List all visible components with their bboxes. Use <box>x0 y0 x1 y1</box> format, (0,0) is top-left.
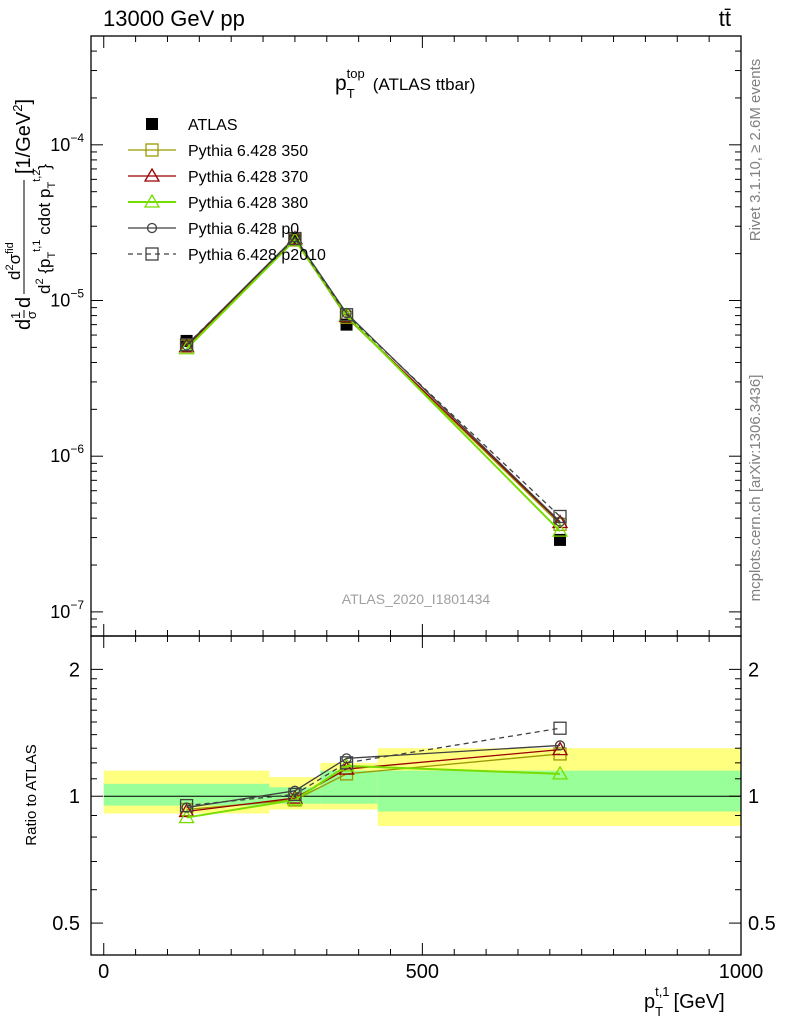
rivet-version-label: Rivet 3.1.10, ≥ 2.6M events <box>747 59 764 242</box>
ratio-y-tick-label-right: 0.5 <box>748 913 776 935</box>
legend-marker <box>145 247 159 261</box>
data-point <box>551 765 569 780</box>
series-line <box>186 237 561 517</box>
ratio-y-tick-label: 1 <box>69 786 80 808</box>
series-line <box>186 727 561 807</box>
data-point <box>554 740 566 751</box>
svg-text:d2σfid: d2σfid <box>4 242 24 280</box>
ratio-band-inner <box>320 770 378 804</box>
energy-label: 13000 GeV pp <box>103 6 245 31</box>
svg-text:σ: σ <box>24 311 39 319</box>
series-line <box>186 764 561 819</box>
data-point <box>288 231 302 246</box>
data-point <box>288 787 302 802</box>
svg-text:d: d <box>13 297 35 308</box>
ratio-y-tick-label-right: 1 <box>748 786 759 808</box>
data-point <box>551 522 569 537</box>
ratio-panel: 0.5 0.5 1 1 2 2 0 500 1000 <box>52 635 776 983</box>
legend-marker <box>146 118 158 130</box>
ratio-band-inner <box>103 783 270 806</box>
data-point <box>554 516 566 527</box>
svg-text:1: 1 <box>8 312 23 319</box>
legend-label: Pythia 6.428 p2010 <box>188 247 326 264</box>
data-point <box>553 509 567 524</box>
series-line <box>186 237 561 523</box>
data-point <box>554 533 567 546</box>
svg-text:d: d <box>13 319 35 330</box>
main-panel: 10−7 10−6 10−5 10−4 ATLAS Pythia 6.428 350 Pyt… <box>50 35 742 637</box>
x-axis-label: pTt,1 [GeV] <box>644 984 725 1019</box>
series-line <box>186 236 561 523</box>
main-y-tick-label: 10−6 <box>50 442 84 466</box>
ratio-plot-frame <box>90 635 742 956</box>
ratio-y-tick-label: 2 <box>69 659 80 681</box>
legend-label: ATLAS <box>188 117 238 134</box>
analysis-label: ATLAS_2020_I1801434 <box>342 591 491 607</box>
data-point <box>179 798 194 813</box>
data-point <box>181 340 192 351</box>
data-point <box>339 308 354 322</box>
legend-marker <box>143 193 161 208</box>
ratio-band-inner <box>377 770 741 812</box>
main-y-tick-label: 10−5 <box>50 287 84 311</box>
main-y-tick-label: 10−4 <box>50 131 84 155</box>
series-line <box>186 238 561 525</box>
data-point <box>178 809 195 824</box>
data-point <box>286 230 304 245</box>
svg-text:[1/GeV2]: [1/GeV2] <box>10 99 35 174</box>
ratio-y-tick-label-right: 2 <box>748 659 759 681</box>
process-label: tt̄ <box>719 6 731 31</box>
data-point <box>339 756 354 770</box>
ratio-y-tick-label: 0.5 <box>52 913 80 935</box>
ratio-y-axis-label: Ratio to ATLAS <box>23 744 40 845</box>
legend-label: Pythia 6.428 370 <box>188 169 308 186</box>
data-point <box>286 791 304 806</box>
legend-label: Pythia 6.428 p0 <box>188 221 299 238</box>
data-point <box>179 338 194 352</box>
data-point <box>341 753 352 764</box>
x-tick-label: 1000 <box>719 961 764 983</box>
svg-text:d2 {pTt,1 cdot pTt,2}: d2 {pTt,1 cdot pTt,2} <box>31 164 58 294</box>
x-tick-label: 500 <box>406 961 439 983</box>
legend-label: Pythia 6.428 350 <box>188 143 308 160</box>
main-y-tick-label: 10−7 <box>50 598 84 622</box>
series-line <box>186 744 561 809</box>
legend-marker <box>146 222 158 234</box>
legend-label: Pythia 6.428 380 <box>188 195 308 212</box>
legend-marker <box>143 167 161 182</box>
mcplots-label: mcplots.cern.ch [arXiv:1306.3436] <box>747 375 764 602</box>
x-tick-label: 0 <box>98 961 109 983</box>
data-point <box>553 721 567 735</box>
data-point <box>289 785 301 796</box>
data-point <box>551 514 569 529</box>
series-line <box>185 238 561 532</box>
main-title: pTtop(ATLAS ttbar) <box>335 66 475 101</box>
legend-marker <box>145 143 159 157</box>
